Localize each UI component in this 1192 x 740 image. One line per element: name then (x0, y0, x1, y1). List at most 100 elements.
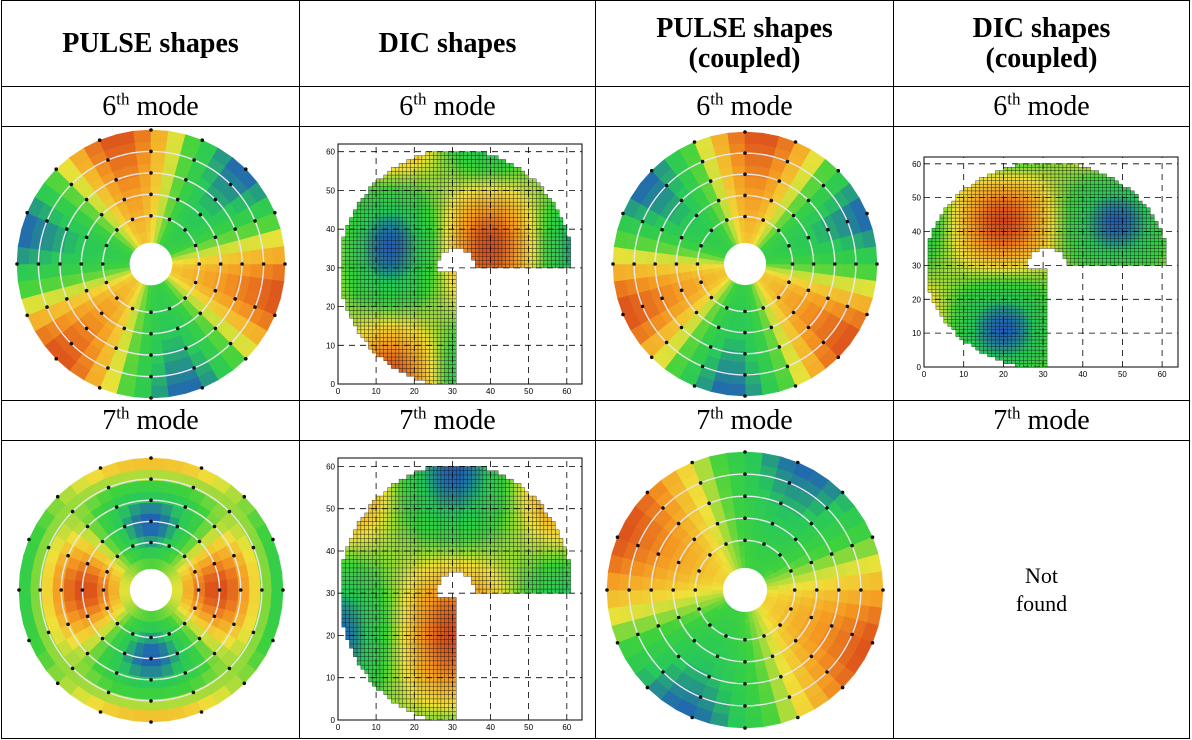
dic-cell (1078, 234, 1083, 239)
dic-cell (390, 305, 395, 311)
dic-cell (1038, 227, 1043, 232)
dic-cell (1010, 224, 1016, 228)
dic-cell (966, 318, 972, 323)
dic-cell (436, 158, 441, 164)
dic-cell (1062, 180, 1067, 184)
dic-cell (1026, 285, 1031, 289)
dic-cell (402, 213, 407, 218)
dic-cell (1018, 352, 1023, 357)
dic-cell (405, 174, 411, 179)
dic-cell (447, 154, 453, 160)
dic-cell (386, 209, 392, 214)
dic-cell (543, 209, 548, 214)
dic-cell (402, 325, 407, 330)
dic-cell (383, 325, 388, 330)
dic-cell (1078, 203, 1083, 208)
dic-cell (1006, 180, 1012, 184)
dic-cell (486, 216, 491, 222)
dic-cell (451, 178, 456, 183)
dic-cell (520, 232, 525, 237)
dic-cell (970, 298, 976, 303)
dic-cell (986, 200, 992, 205)
dic-cell (413, 286, 418, 291)
dic-cell (998, 213, 1004, 218)
dic-cell (508, 251, 514, 256)
dic-cell (1018, 247, 1023, 252)
dic-cell (935, 241, 940, 245)
dic-cell (402, 170, 407, 175)
mesh-node (785, 364, 789, 368)
dic-cell (444, 286, 449, 291)
dic-cell (935, 234, 940, 239)
dic-cell (1042, 186, 1047, 191)
dic-cell (1010, 247, 1016, 252)
dic-cell (927, 264, 932, 269)
dic-cell (1002, 254, 1008, 259)
dic-cell (1054, 176, 1059, 181)
dic-cell (1030, 224, 1035, 228)
dic-cell (356, 251, 361, 256)
dic-cell (379, 278, 384, 284)
dic-cell (405, 255, 411, 260)
dic-cell (398, 251, 403, 256)
dic-cell (375, 271, 380, 276)
dic-cell (440, 282, 445, 287)
dic-cell (531, 232, 536, 237)
dic-cell (1078, 217, 1083, 222)
dic-cell (951, 281, 956, 286)
dic-cell (1010, 308, 1016, 313)
dic-cell (1006, 186, 1012, 191)
dic-cell (974, 183, 980, 188)
dic-cell (497, 236, 502, 241)
dic-cell (409, 178, 414, 183)
dic-cell (558, 236, 563, 241)
dic-cell (501, 205, 506, 210)
dic-cell (364, 333, 369, 338)
dic-cell (428, 197, 434, 202)
disk-patch (150, 174, 163, 187)
dic-cell (356, 240, 361, 245)
dic-cell (447, 375, 453, 380)
dic-cell (550, 243, 556, 249)
dic-cell (1078, 247, 1083, 252)
dic-cell (447, 224, 453, 229)
dic-cell (367, 302, 373, 307)
dic-cell (543, 251, 548, 256)
dic-cell (428, 294, 434, 299)
dic-cell (478, 162, 483, 167)
dic-cell (428, 243, 434, 249)
dic-cell (927, 285, 932, 289)
dic-cell (990, 200, 996, 205)
dic-cell (1058, 213, 1063, 218)
dic-cell (978, 335, 984, 340)
dic-cell (527, 197, 533, 202)
dic-cell (364, 240, 369, 245)
dic-cell (386, 325, 392, 330)
dic-cell (390, 251, 395, 256)
dic-cell (516, 259, 521, 264)
dic-cell (505, 247, 510, 253)
dic-cell (1030, 166, 1035, 171)
dic-cell (543, 205, 548, 210)
dic-cell (444, 360, 449, 365)
dic-cell (451, 309, 456, 315)
dic-cell (974, 325, 980, 330)
dic-cell (405, 352, 411, 357)
dic-cell (998, 315, 1004, 320)
dic-cell (409, 348, 414, 353)
dic-cell (982, 244, 988, 249)
dic-cell (527, 243, 533, 249)
dic-cell (421, 344, 426, 349)
dic-cell (978, 274, 984, 279)
dic-cell (943, 227, 948, 232)
dic-cell (417, 263, 422, 268)
dic-cell (1038, 244, 1043, 249)
dic-cell (1046, 166, 1051, 171)
dic-cell (994, 210, 1000, 215)
dic-cell (409, 290, 414, 295)
dic-cell (998, 342, 1004, 347)
dic-cell (379, 178, 384, 183)
dic-cell (1074, 247, 1079, 252)
dic-cell (990, 352, 996, 357)
dic-cell (386, 178, 392, 183)
